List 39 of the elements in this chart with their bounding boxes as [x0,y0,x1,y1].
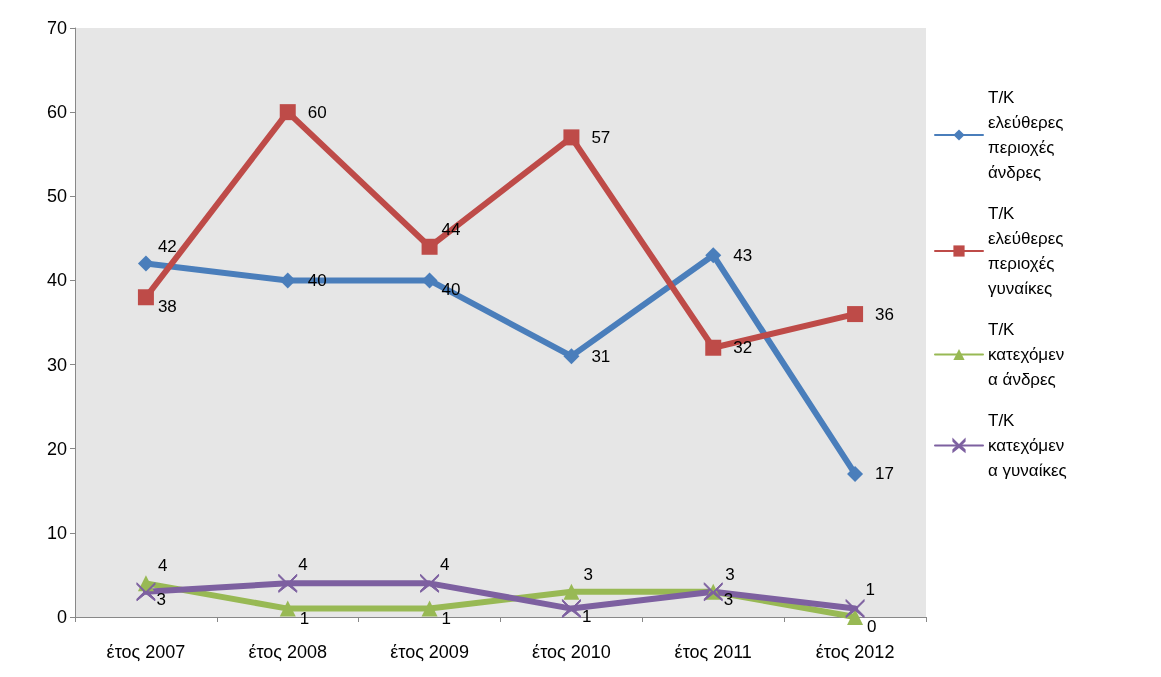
data-label: 60 [307,102,327,122]
data-label: 0 [867,617,877,636]
y-tick-label: 50 [46,186,67,207]
x-tick-label: έτος 2008 [248,642,328,662]
legend-label: Τ/Κ κατεχόμενα γυναίκες [988,411,1067,480]
x-tick-label: έτος 2010 [532,642,611,662]
y-tick-label: 70 [46,18,67,38]
data-label: 4 [157,556,168,576]
data-label: 1 [299,608,310,628]
x-tick-label: έτος 2009 [390,642,469,662]
data-label: 1 [581,607,592,627]
y-tick-label: 60 [46,102,67,123]
y-tick-label: 20 [46,438,67,459]
data-label: 32 [733,338,753,358]
y-tick-label: 0 [56,607,67,627]
data-label: 38 [157,297,177,317]
data-label: 4 [298,554,308,574]
y-tick-label: 40 [46,270,67,291]
x-tick-label: έτος 2012 [815,642,895,662]
legend-label: Τ/Κ ελεύθερες περιοχές άνδρες [988,88,1069,182]
data-label: 1 [865,580,876,600]
data-label: 17 [875,464,895,484]
y-tick-label: 10 [46,522,67,543]
legend-label: Τ/Κ ελεύθερες περιοχές γυναίκες [988,204,1069,298]
data-label: 36 [875,304,895,324]
data-label: 4 [440,554,450,574]
data-label: 57 [591,127,611,147]
y-tick-label: 30 [46,354,67,375]
data-label: 42 [157,236,177,256]
data-label: 3 [583,564,593,584]
x-tick-label: έτος 2011 [674,642,752,662]
legend-label: Τ/Κ κατεχόμενα άνδρες [988,320,1065,389]
data-label: 3 [156,590,166,610]
data-label: 1 [441,608,452,628]
data-label: 3 [725,564,735,584]
data-label: 3 [723,590,734,610]
data-label: 43 [733,245,753,265]
data-label: 31 [591,346,611,366]
x-tick-label: έτος 2007 [106,642,186,662]
